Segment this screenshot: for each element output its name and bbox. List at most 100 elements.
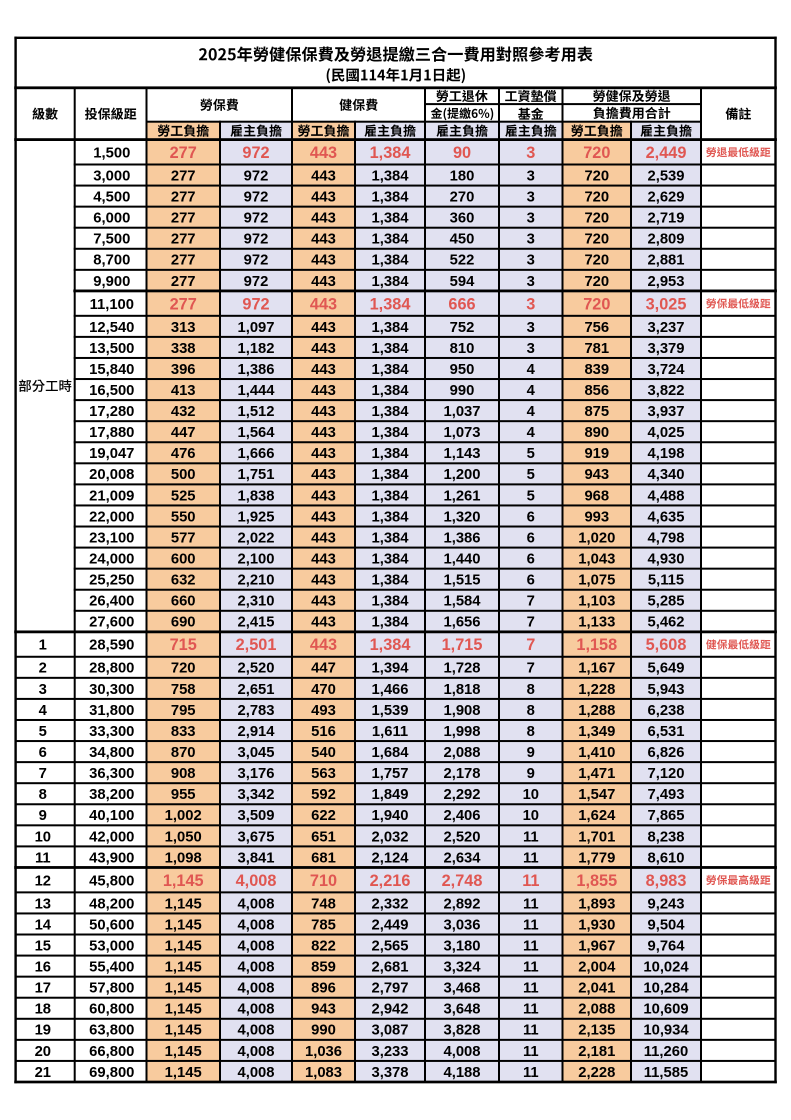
- svg-text:748: 748: [311, 896, 336, 912]
- svg-text:720: 720: [584, 274, 609, 290]
- svg-text:2,797: 2,797: [371, 981, 408, 997]
- svg-text:23,100: 23,100: [89, 531, 134, 547]
- svg-text:2,415: 2,415: [237, 615, 274, 631]
- svg-text:8: 8: [527, 682, 535, 698]
- svg-text:2,088: 2,088: [443, 745, 480, 761]
- svg-text:443: 443: [311, 274, 336, 290]
- svg-text:720: 720: [584, 253, 609, 269]
- svg-text:450: 450: [450, 232, 475, 248]
- svg-text:55,400: 55,400: [89, 960, 134, 976]
- svg-text:4,008: 4,008: [237, 1023, 274, 1039]
- svg-text:1,779: 1,779: [578, 850, 615, 866]
- svg-text:313: 313: [171, 320, 196, 336]
- svg-text:856: 856: [584, 383, 609, 399]
- svg-text:666: 666: [448, 295, 475, 313]
- svg-text:1,145: 1,145: [165, 1002, 202, 1018]
- svg-text:577: 577: [171, 531, 196, 547]
- svg-text:972: 972: [244, 168, 269, 184]
- svg-text:1,384: 1,384: [371, 552, 409, 568]
- svg-text:5,608: 5,608: [646, 636, 687, 654]
- svg-text:8: 8: [527, 724, 535, 740]
- svg-text:955: 955: [171, 787, 196, 803]
- svg-text:1,384: 1,384: [371, 320, 409, 336]
- svg-text:2,881: 2,881: [647, 253, 684, 269]
- svg-text:443: 443: [311, 341, 336, 357]
- svg-text:6,238: 6,238: [647, 703, 684, 719]
- svg-text:3,937: 3,937: [647, 404, 684, 420]
- svg-text:5,649: 5,649: [647, 661, 684, 677]
- svg-text:1,036: 1,036: [305, 1044, 342, 1060]
- svg-text:2,181: 2,181: [578, 1044, 615, 1060]
- svg-text:4,798: 4,798: [647, 531, 684, 547]
- svg-text:413: 413: [171, 383, 196, 399]
- svg-text:1,728: 1,728: [443, 661, 480, 677]
- svg-text:443: 443: [311, 383, 336, 399]
- svg-text:3,468: 3,468: [443, 981, 480, 997]
- svg-text:7: 7: [526, 636, 535, 654]
- svg-text:9: 9: [39, 808, 47, 824]
- svg-text:36,300: 36,300: [89, 766, 134, 782]
- svg-text:8: 8: [527, 703, 535, 719]
- svg-text:1,384: 1,384: [371, 446, 409, 462]
- svg-text:1,384: 1,384: [371, 531, 409, 547]
- svg-text:4,008: 4,008: [236, 872, 277, 890]
- svg-text:8,610: 8,610: [647, 850, 684, 866]
- svg-text:720: 720: [171, 661, 196, 677]
- svg-text:1,855: 1,855: [576, 872, 617, 890]
- svg-text:1,097: 1,097: [237, 320, 274, 336]
- svg-text:1,228: 1,228: [578, 682, 615, 698]
- svg-text:11: 11: [523, 1065, 539, 1081]
- svg-text:2,501: 2,501: [236, 636, 277, 654]
- svg-text:2,651: 2,651: [237, 682, 274, 698]
- svg-text:7,500: 7,500: [93, 232, 130, 248]
- svg-text:27,600: 27,600: [89, 615, 134, 631]
- svg-text:3,675: 3,675: [237, 829, 274, 845]
- svg-text:3,324: 3,324: [443, 960, 481, 976]
- svg-text:277: 277: [171, 168, 196, 184]
- svg-text:360: 360: [450, 211, 475, 227]
- svg-text:443: 443: [311, 552, 336, 568]
- svg-text:690: 690: [171, 615, 196, 631]
- svg-text:2,406: 2,406: [443, 808, 480, 824]
- svg-text:12,540: 12,540: [89, 320, 134, 336]
- svg-text:3,379: 3,379: [647, 341, 684, 357]
- svg-text:10: 10: [35, 829, 51, 845]
- svg-text:1,967: 1,967: [578, 938, 615, 954]
- svg-text:1,145: 1,145: [165, 981, 202, 997]
- svg-text:516: 516: [311, 724, 336, 740]
- svg-text:3: 3: [527, 232, 535, 248]
- svg-text:1,386: 1,386: [237, 362, 274, 378]
- svg-text:443: 443: [311, 190, 336, 206]
- svg-text:2,634: 2,634: [443, 850, 481, 866]
- svg-text:443: 443: [311, 467, 336, 483]
- svg-text:943: 943: [311, 1002, 336, 1018]
- svg-text:443: 443: [311, 253, 336, 269]
- svg-text:8,238: 8,238: [647, 829, 684, 845]
- svg-text:4,198: 4,198: [647, 446, 684, 462]
- svg-text:1,050: 1,050: [165, 829, 202, 845]
- svg-text:1,908: 1,908: [443, 703, 480, 719]
- svg-text:720: 720: [584, 168, 609, 184]
- svg-text:756: 756: [584, 320, 609, 336]
- svg-text:1,500: 1,500: [93, 146, 130, 162]
- svg-text:1,998: 1,998: [443, 724, 480, 740]
- svg-text:1,410: 1,410: [578, 745, 615, 761]
- svg-text:7,865: 7,865: [647, 808, 684, 824]
- svg-text:1,394: 1,394: [371, 661, 409, 677]
- svg-text:1,320: 1,320: [443, 509, 480, 525]
- svg-text:443: 443: [311, 615, 336, 631]
- svg-text:1,564: 1,564: [237, 425, 275, 441]
- svg-text:11: 11: [523, 960, 539, 976]
- svg-text:11,585: 11,585: [644, 1065, 688, 1081]
- svg-text:443: 443: [311, 362, 336, 378]
- svg-text:720: 720: [584, 211, 609, 227]
- svg-text:1,624: 1,624: [578, 808, 616, 824]
- svg-text:1,145: 1,145: [165, 1044, 202, 1060]
- svg-text:63,800: 63,800: [89, 1023, 134, 1039]
- svg-text:11: 11: [523, 1044, 539, 1060]
- svg-text:4: 4: [39, 703, 48, 719]
- svg-text:710: 710: [310, 872, 337, 890]
- svg-text:890: 890: [584, 425, 609, 441]
- svg-text:18: 18: [35, 1002, 51, 1018]
- svg-text:2,719: 2,719: [647, 211, 684, 227]
